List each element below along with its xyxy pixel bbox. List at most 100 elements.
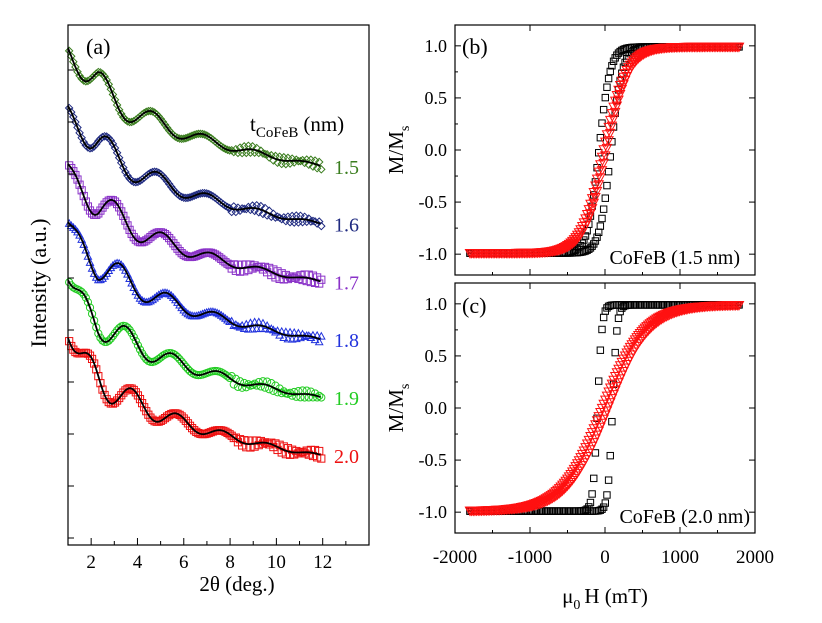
data-point xyxy=(596,418,608,429)
data-point xyxy=(181,251,190,261)
data-point xyxy=(237,148,247,158)
panel-b-annotation: CoFeB (1.5 nm) xyxy=(609,247,740,269)
data-point xyxy=(608,62,616,70)
data-point xyxy=(119,163,128,172)
data-point xyxy=(81,293,90,302)
data-point xyxy=(181,307,191,316)
data-point xyxy=(194,250,203,259)
data-point xyxy=(181,362,190,371)
data-point xyxy=(306,445,315,454)
panel-b-frame xyxy=(454,24,756,276)
data-point xyxy=(94,329,103,338)
data-point xyxy=(223,259,232,268)
data-point xyxy=(591,416,603,426)
data-point xyxy=(150,229,159,239)
y-tick-label: 1.0 xyxy=(425,294,448,314)
data-point xyxy=(588,490,596,498)
data-point xyxy=(106,263,116,272)
data-point xyxy=(294,218,303,227)
data-point xyxy=(117,207,126,216)
data-point xyxy=(580,236,588,244)
panel-c-ylabel: M/Ms xyxy=(384,384,413,433)
data-point xyxy=(123,221,132,230)
data-point xyxy=(250,261,259,270)
data-point xyxy=(254,377,263,387)
data-point xyxy=(258,209,268,219)
data-point xyxy=(308,162,318,171)
data-point xyxy=(117,391,126,400)
data-point xyxy=(106,334,115,343)
data-point xyxy=(609,107,621,118)
data-point xyxy=(106,136,116,145)
data-point xyxy=(146,106,155,116)
data-point xyxy=(194,428,203,438)
data-point xyxy=(87,209,97,218)
data-point xyxy=(598,214,606,223)
data-point xyxy=(140,352,149,361)
data-point xyxy=(98,336,107,345)
data-point xyxy=(73,67,82,77)
data-point xyxy=(79,137,89,147)
data-point xyxy=(210,250,220,259)
panel-c-data xyxy=(464,301,745,517)
y-tick-label: 0.0 xyxy=(425,140,448,160)
data-point xyxy=(102,198,111,207)
data-point xyxy=(129,385,138,395)
x-tick-label: 8 xyxy=(225,552,235,573)
data-point xyxy=(316,165,326,174)
fit-line xyxy=(67,279,321,398)
data-point xyxy=(317,454,326,463)
data-point xyxy=(254,207,264,217)
data-point xyxy=(116,109,126,119)
data-point xyxy=(123,171,132,180)
data-point xyxy=(96,333,105,342)
data-point xyxy=(256,324,266,333)
data-point xyxy=(156,114,166,124)
x-tick-label: -2000 xyxy=(433,547,477,568)
data-point xyxy=(603,136,614,146)
series-triangle xyxy=(464,301,745,517)
data-point xyxy=(125,274,135,283)
data-point xyxy=(595,422,606,433)
data-point xyxy=(599,105,608,114)
series-1.6 xyxy=(64,103,326,231)
data-point xyxy=(98,203,107,212)
data-point xyxy=(601,143,613,154)
data-point xyxy=(590,474,598,483)
data-point xyxy=(65,337,74,346)
ylabel-sub: s xyxy=(398,126,413,131)
data-point xyxy=(71,347,80,357)
data-point xyxy=(177,412,186,421)
data-point xyxy=(601,499,609,507)
data-point xyxy=(591,449,600,457)
data-point xyxy=(75,71,84,81)
data-point xyxy=(192,427,201,436)
data-point xyxy=(316,221,326,231)
x-tick-label: -1000 xyxy=(508,547,552,568)
legend-title-t: t xyxy=(250,112,256,136)
data-point xyxy=(158,415,168,424)
data-point xyxy=(160,120,170,130)
data-point xyxy=(164,179,174,189)
data-point xyxy=(85,206,95,215)
data-point xyxy=(204,428,213,438)
data-point xyxy=(137,295,147,304)
data-point xyxy=(241,148,251,158)
data-point xyxy=(162,176,172,186)
data-point xyxy=(89,142,99,151)
data-point xyxy=(279,213,289,222)
panel-b-ticks: 1.0 0.5 0.0 -0.5 -1.0 xyxy=(419,25,756,275)
y-tick-label: -1.0 xyxy=(419,244,448,264)
data-point xyxy=(601,194,609,202)
data-point xyxy=(64,103,74,113)
data-point xyxy=(591,237,600,245)
data-point xyxy=(175,355,184,364)
data-point xyxy=(304,214,314,223)
data-point xyxy=(225,373,234,383)
data-point xyxy=(165,233,174,243)
data-point xyxy=(601,93,609,102)
data-point xyxy=(102,75,111,85)
data-point xyxy=(279,275,288,284)
panel-b-data xyxy=(464,42,745,259)
